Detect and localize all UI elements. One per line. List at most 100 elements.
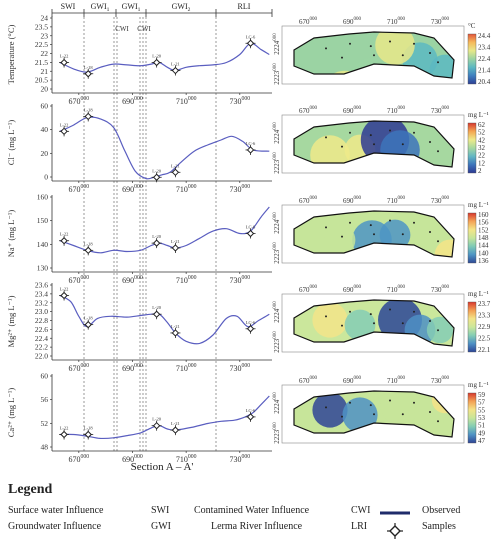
map-sample-dot [389, 308, 391, 311]
color-scale-label: 148 [478, 234, 489, 242]
map-y-tick-label: 2223000 [273, 422, 281, 444]
color-scale-unit: mg L⁻¹ [468, 381, 489, 389]
map-sample-dot [401, 233, 404, 236]
legend-entry-cwi-abbr: CWI [351, 505, 371, 516]
y-tick-label: 140 [37, 240, 49, 249]
map-x-tick-label: 730000 [431, 195, 450, 205]
map-x-tick-label: 670000 [299, 16, 318, 26]
sample-marker [151, 57, 162, 68]
map-y-tick-label: 2223000 [273, 242, 281, 264]
x-tick-label: 690000 [122, 454, 143, 464]
color-scale-label: 22.1 [478, 346, 491, 354]
map-sample-dot [369, 134, 372, 137]
legend-entry-gwi-abbr: GWI [151, 521, 171, 532]
color-scale-label: 140 [478, 249, 489, 257]
color-scale-label: 23.3 [478, 312, 491, 320]
color-scale-label: 24.4 [478, 32, 491, 40]
map-x-tick-label: 690000 [343, 284, 362, 294]
sample-marker [245, 411, 256, 422]
sample-label: L-20 [152, 234, 161, 239]
map-x-tick-label: 670000 [299, 284, 318, 294]
map-panel-3: 670000 690000 710000 730000 2224000 2223000 mg… [273, 284, 491, 354]
map-sample-dot [437, 240, 439, 243]
sample-marker-diamond [84, 112, 92, 121]
y-tick-label: 22.6 [35, 325, 48, 334]
map-x-tick-label: 710000 [387, 105, 406, 115]
map-sample-dot [341, 235, 343, 238]
color-scale-label: 59 [478, 391, 486, 399]
sample-label: L-21 [171, 62, 180, 67]
map-sample-dot [369, 404, 372, 407]
y-axis-label: Ca²⁺ (mg L⁻¹) [6, 388, 16, 438]
map-contour-blob-4 [375, 32, 415, 65]
map-sample-dot [373, 233, 375, 236]
map-sample-dot [429, 231, 431, 233]
x-tick-label: 670000 [69, 363, 90, 373]
map-x-tick-label: 730000 [431, 284, 450, 294]
map-x-tick-label: 710000 [387, 195, 406, 205]
x-tick-label: 710000 [176, 363, 197, 373]
sample-label: L-18 [84, 65, 93, 70]
y-tick-label: 56 [41, 395, 49, 404]
x-tick-label: 730000 [229, 184, 250, 194]
color-scale-bar [467, 392, 477, 444]
map-contour-blob-4 [426, 316, 454, 344]
map-contour-blob-2 [380, 391, 420, 425]
sample-marker [170, 167, 181, 178]
map-y-tick-label: 2224000 [273, 33, 281, 55]
sample-label: L-20 [152, 54, 161, 59]
map-x-tick-label: 670000 [299, 375, 318, 385]
sample-marker-diamond [60, 291, 68, 300]
map-sample-dot [389, 40, 391, 43]
map-sample-dot [373, 54, 375, 57]
sample-label: LC-6 [246, 225, 256, 230]
map-sample-dot [369, 224, 372, 227]
zone-label-2: GWI1 [122, 2, 141, 13]
y-tick-label: 23 [41, 31, 49, 40]
sample-label: L-20 [152, 168, 161, 173]
legend-entry-swi-name: Surface water Influence [8, 505, 104, 516]
map-sample-dot [413, 42, 415, 45]
sample-marker [83, 319, 94, 330]
y-axis-label: Cl⁻ (mg L⁻¹) [6, 120, 16, 166]
color-scale-label: 62 [478, 121, 486, 129]
legend-samples-label: Samples [422, 521, 456, 532]
color-scale-label: 49 [478, 429, 486, 437]
color-scale-label: 152 [478, 226, 489, 234]
map-x-tick-label: 670000 [299, 105, 318, 115]
map-sample-dot [413, 401, 415, 404]
x-tick-label: 690000 [122, 96, 143, 106]
map-sample-dot [437, 61, 439, 64]
sample-label: L-18 [84, 241, 93, 246]
legend-symbols [380, 511, 410, 539]
sample-marker [170, 327, 181, 338]
map-sample-dot [401, 54, 404, 57]
map-sample-dot [429, 52, 431, 54]
color-scale-label: 20.4 [478, 78, 491, 86]
sample-label: L-22 [60, 122, 69, 127]
sample-marker [245, 228, 256, 239]
map-sample-dot [389, 399, 391, 402]
map-sample-dot [429, 411, 431, 413]
sample-marker-diamond [171, 244, 180, 252]
section-panel-3: 22.022.222.422.622.823.023.223.423.6 Mg²⁺… [6, 281, 272, 373]
y-tick-label: 20 [41, 149, 49, 158]
sample-marker [59, 126, 70, 137]
map-contour-blob-3 [344, 309, 376, 341]
sample-marker [59, 290, 70, 301]
y-tick-label: 23.5 [35, 22, 48, 31]
sample-marker-diamond [152, 58, 161, 67]
sample-label: L-18 [84, 107, 93, 112]
sample-marker-diamond [171, 168, 180, 177]
color-scale-label: 22.5 [478, 335, 491, 343]
map-sample-dot [373, 413, 375, 416]
sample-marker-diamond [60, 58, 68, 67]
map-x-tick-label: 710000 [387, 375, 406, 385]
map-sample-dot [373, 143, 375, 146]
sample-label: L-18 [84, 426, 93, 431]
sample-marker-diamond [246, 39, 255, 47]
sample-marker-diamond [60, 127, 68, 136]
x-tick-label: 690000 [122, 275, 143, 285]
y-tick-label: 23.6 [35, 281, 48, 290]
